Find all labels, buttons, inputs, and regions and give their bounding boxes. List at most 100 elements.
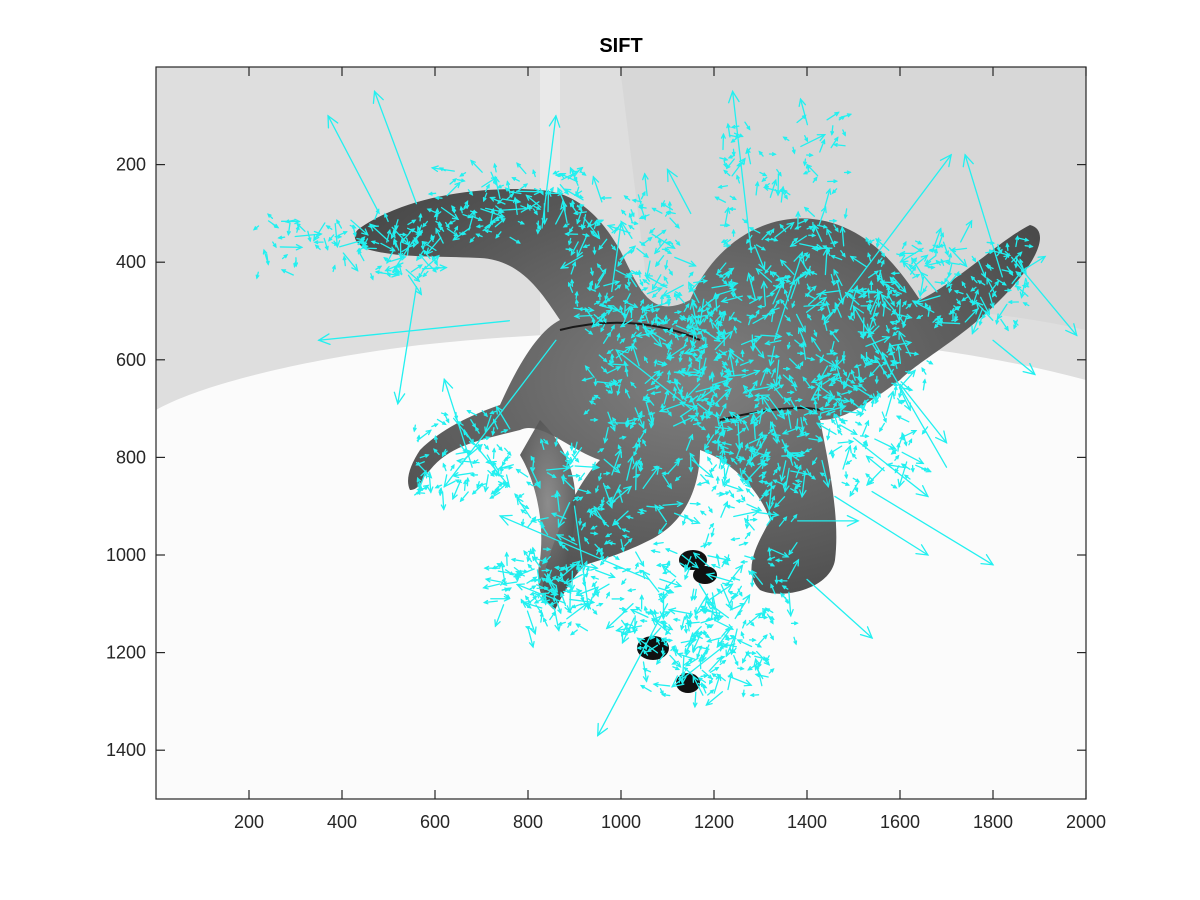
keypoint-arrow-small (808, 437, 824, 443)
keypoint-arrow-small (421, 241, 437, 252)
keypoint-arrow-small (834, 356, 839, 365)
keypoint-arrow-small (501, 587, 510, 592)
keypoint-arrow-small (475, 224, 484, 229)
keypoint-arrow-small (692, 675, 704, 696)
keypoint-arrow-small (671, 319, 679, 326)
keypoint-arrow-small (539, 592, 566, 604)
keypoint-arrow-small (859, 434, 870, 439)
keypoint-arrow-small (716, 673, 726, 682)
keypoint-arrow-small (920, 271, 938, 293)
keypoint-arrow-small (342, 255, 347, 267)
keypoint-arrow-small (948, 285, 953, 294)
keypoint-arrow-small (578, 518, 583, 527)
keypoint-arrow-small (869, 291, 880, 315)
keypoint-arrow-small (584, 328, 594, 335)
keypoint-arrow-small (674, 646, 679, 655)
keypoint-arrow-small (650, 391, 662, 396)
keypoint-arrow-small (576, 209, 583, 225)
keypoint-arrow-small (798, 271, 807, 278)
keypoint-arrow-small (596, 380, 617, 387)
keypoint-arrow-small (531, 578, 539, 583)
keypoint-arrow-small (924, 255, 937, 265)
keypoint-arrow-small (843, 170, 852, 175)
keypoint-arrow-small (644, 370, 661, 384)
keypoint-arrow-small (427, 191, 437, 196)
keypoint-arrow-small (898, 389, 903, 399)
keypoint-arrow-small (948, 252, 953, 261)
keypoint-arrow-small (588, 280, 593, 289)
keypoint-arrow-small (788, 374, 797, 392)
keypoint-arrow-small (546, 472, 557, 478)
keypoint-arrow-small (722, 643, 736, 648)
keypoint-arrow-small (633, 446, 639, 457)
keypoint-arrow-small (721, 279, 728, 285)
keypoint-arrow-small (662, 328, 676, 336)
keypoint-arrow-small (855, 421, 863, 426)
keypoint-arrow-small (569, 442, 574, 452)
keypoint-arrow-small (762, 480, 770, 485)
keypoint-arrow-small (862, 399, 869, 404)
keypoint-arrow-small (446, 228, 459, 237)
keypoint-arrow-small (750, 340, 765, 359)
keypoint-arrow-small (697, 677, 707, 684)
keypoint-arrow-small (759, 367, 768, 386)
keypoint-arrow-small (641, 287, 649, 291)
keypoint-arrow-small (623, 360, 628, 373)
keypoint-arrow-small (767, 510, 772, 520)
keypoint-arrow-small (872, 393, 877, 402)
keypoint-arrow-small (721, 465, 730, 487)
keypoint-arrow-small (857, 367, 862, 383)
keypoint-arrow-small (673, 380, 683, 397)
keypoint-arrow-small (736, 174, 741, 184)
keypoint-arrow-small (719, 457, 727, 462)
keypoint-arrow-small (621, 578, 627, 586)
keypoint-arrow-small (490, 595, 511, 602)
keypoint-arrow-small (688, 456, 694, 473)
keypoint-arrow-small (637, 457, 642, 465)
keypoint-arrow-small (710, 397, 715, 406)
keypoint-arrow-small (649, 412, 654, 429)
keypoint-arrow-small (495, 405, 511, 430)
keypoint-arrow-small (865, 236, 871, 246)
keypoint-arrow-small (713, 356, 722, 361)
keypoint-arrow-small (766, 292, 776, 298)
keypoint-arrow (728, 89, 752, 254)
keypoint-arrow-small (272, 241, 277, 249)
keypoint-arrow-small (836, 281, 845, 306)
keypoint-arrow-small (603, 485, 612, 489)
keypoint-arrow-small (895, 344, 902, 364)
keypoint-arrow-small (600, 323, 606, 333)
keypoint-arrow-small (719, 402, 727, 417)
keypoint-arrow-small (504, 569, 515, 576)
keypoint-arrow-small (591, 317, 596, 326)
keypoint-arrow-small (853, 445, 858, 453)
keypoint-arrow-small (662, 501, 684, 508)
keypoint-arrow-small (758, 408, 764, 425)
keypoint-arrow-small (826, 246, 831, 255)
keypoint-arrow-small (749, 517, 758, 522)
keypoint-arrow-small (390, 225, 399, 240)
keypoint-arrow-small (784, 314, 791, 322)
keypoint-arrow-small (642, 570, 660, 593)
keypoint-arrow-small (667, 607, 694, 615)
keypoint-arrow-small (811, 457, 818, 466)
keypoint-arrow-small (621, 528, 630, 533)
keypoint-arrow-small (783, 288, 790, 302)
keypoint-arrow-small (719, 157, 729, 162)
keypoint-arrow-small (593, 394, 601, 399)
keypoint-arrow-small (769, 632, 774, 641)
keypoint-arrow-small (755, 180, 760, 196)
keypoint-arrow-small (818, 205, 827, 227)
keypoint-arrow-small (407, 274, 423, 296)
keypoint-arrow-small (553, 608, 561, 632)
keypoint-arrow-small (393, 239, 397, 248)
keypoint-arrow-small (684, 657, 699, 667)
keypoint-arrow-small (833, 412, 838, 425)
keypoint-arrow-small (582, 578, 586, 587)
keypoint-arrow-small (496, 444, 503, 452)
keypoint-arrow-small (496, 563, 505, 568)
keypoint-arrow-small (1015, 285, 1029, 297)
keypoint-arrow-small (660, 647, 665, 656)
keypoint-arrow-small (662, 474, 673, 490)
keypoint-arrow-small (590, 417, 599, 422)
